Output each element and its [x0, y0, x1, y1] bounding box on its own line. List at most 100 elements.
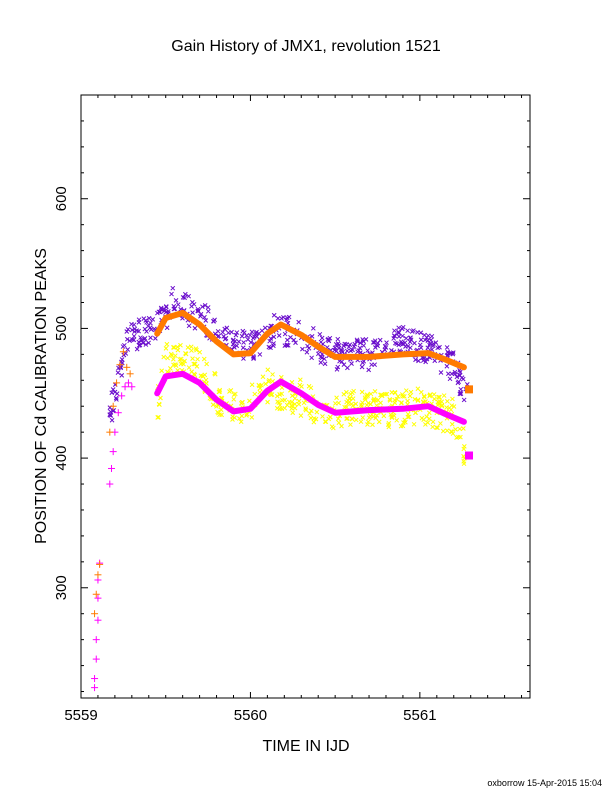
- x-marker-stroke: [232, 391, 238, 397]
- x-marker-stroke: [398, 400, 404, 406]
- x-marker: [311, 419, 317, 425]
- x-marker-stroke: [282, 331, 288, 337]
- x-marker-stroke: [163, 345, 169, 351]
- x-marker-stroke: [186, 293, 192, 299]
- x-marker-stroke: [345, 415, 350, 421]
- x-marker-stroke: [172, 306, 178, 312]
- x-marker-stroke: [124, 329, 130, 334]
- x-marker-stroke: [326, 336, 331, 342]
- x-marker: [342, 404, 347, 410]
- x-marker-stroke: [175, 368, 181, 373]
- x-marker-stroke: [249, 382, 255, 388]
- x-marker: [350, 347, 355, 353]
- x-marker: [409, 329, 415, 334]
- x-marker-stroke: [363, 337, 369, 342]
- x-marker: [435, 425, 440, 431]
- x-marker-stroke: [114, 397, 119, 402]
- chart-title: Gain History of JMX1, revolution 1521: [171, 38, 441, 55]
- x-marker: [145, 323, 151, 329]
- x-marker-stroke: [245, 337, 251, 342]
- x-marker: [315, 351, 321, 357]
- x-marker: [136, 320, 142, 325]
- x-marker: [309, 334, 315, 339]
- x-marker: [244, 333, 249, 339]
- x-marker-stroke: [334, 348, 339, 354]
- x-marker: [403, 344, 408, 349]
- x-marker-stroke: [388, 412, 394, 417]
- x-marker-stroke: [334, 367, 340, 372]
- x-marker-stroke: [375, 340, 381, 346]
- x-marker: [387, 396, 393, 402]
- x-marker: [240, 345, 246, 351]
- x-marker-stroke: [441, 393, 447, 398]
- x-marker-stroke: [440, 428, 446, 434]
- x-marker: [153, 336, 158, 341]
- x-marker-stroke: [435, 425, 440, 431]
- x-marker-stroke: [371, 414, 376, 419]
- x-marker-stroke: [278, 374, 284, 380]
- x-marker-stroke: [335, 416, 341, 422]
- x-marker-stroke: [365, 348, 370, 353]
- x-marker-stroke: [224, 325, 230, 331]
- x-marker: [171, 356, 176, 362]
- x-marker-stroke: [435, 399, 441, 405]
- x-marker: [194, 364, 200, 369]
- x-marker-stroke: [265, 399, 270, 405]
- x-marker: [263, 381, 268, 387]
- x-marker-stroke: [296, 319, 302, 325]
- x-marker-stroke: [401, 394, 407, 399]
- x-marker-stroke: [335, 336, 341, 342]
- x-marker: [403, 335, 409, 341]
- x-marker: [292, 396, 298, 401]
- x-marker-stroke: [161, 308, 167, 314]
- x-marker-stroke: [353, 401, 359, 407]
- x-marker-stroke: [426, 410, 432, 416]
- x-marker: [159, 368, 165, 374]
- plot-frame: [80, 94, 531, 699]
- x-marker: [432, 396, 437, 402]
- x-marker-stroke: [405, 411, 411, 417]
- x-marker-stroke: [262, 325, 268, 331]
- x-marker-stroke: [196, 308, 201, 314]
- x-tick-label: 5559: [64, 707, 97, 724]
- x-marker-stroke: [234, 343, 240, 349]
- x-marker: [430, 424, 435, 430]
- x-marker-stroke: [349, 401, 354, 407]
- x-marker: [233, 332, 239, 338]
- x-marker: [282, 331, 288, 337]
- x-marker-stroke: [165, 355, 170, 361]
- x-marker-stroke: [315, 351, 321, 357]
- x-marker-stroke: [164, 325, 170, 331]
- x-marker: [164, 325, 170, 331]
- x-marker: [441, 393, 447, 398]
- x-marker: [454, 435, 459, 440]
- x-marker-stroke: [341, 343, 347, 349]
- x-marker-stroke: [429, 333, 435, 339]
- x-marker: [358, 340, 363, 346]
- x-marker-stroke: [434, 425, 439, 430]
- x-marker: [107, 412, 113, 418]
- x-marker-stroke: [386, 424, 392, 430]
- plus-marker: [91, 684, 99, 692]
- x-marker: [121, 352, 127, 358]
- x-marker-stroke: [247, 332, 253, 338]
- x-marker: [125, 326, 131, 332]
- x-marker: [194, 347, 199, 353]
- x-marker: [398, 423, 404, 429]
- x-marker-stroke: [445, 349, 451, 355]
- x-marker-stroke: [437, 344, 442, 350]
- x-marker: [334, 367, 340, 372]
- x-marker-stroke: [396, 330, 402, 336]
- x-marker: [371, 396, 377, 402]
- x-marker: [231, 396, 237, 402]
- x-marker: [378, 400, 383, 406]
- x-marker: [418, 337, 424, 343]
- x-marker-stroke: [371, 396, 377, 402]
- x-marker: [415, 386, 421, 392]
- x-marker: [234, 330, 240, 335]
- x-marker: [398, 339, 404, 345]
- x-marker-stroke: [125, 347, 131, 352]
- x-marker-stroke: [376, 419, 382, 425]
- x-marker-stroke: [457, 391, 463, 397]
- x-marker: [359, 364, 365, 370]
